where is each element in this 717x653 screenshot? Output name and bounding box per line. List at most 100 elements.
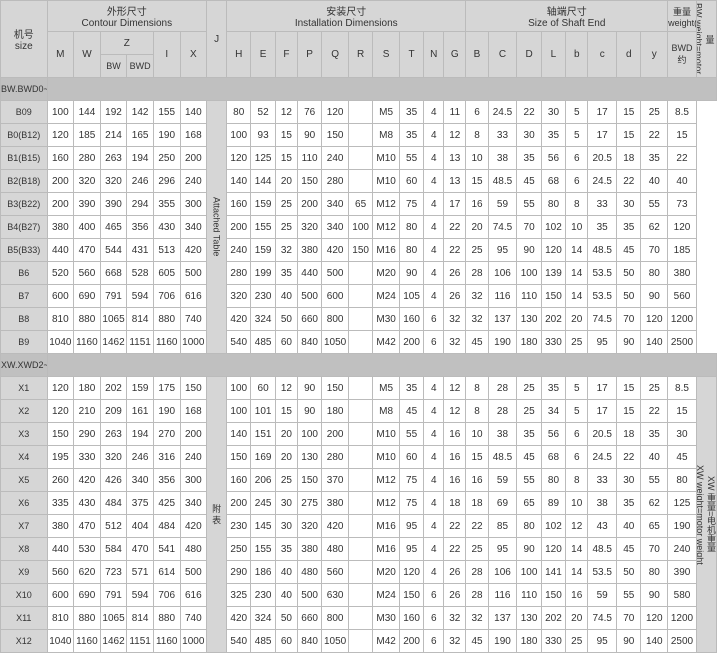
cell: 484 [100,492,127,515]
cell: 320 [74,170,101,193]
cell: 2500 [668,331,697,354]
cell: 65 [348,193,372,216]
cell: 470 [74,239,101,262]
hdr-E: E [251,32,275,78]
cell: 32 [466,607,488,630]
cell: 420 [180,239,207,262]
cell: 168 [180,400,207,423]
cell: 150 [322,124,349,147]
cell: 340 [127,469,154,492]
cell: 151 [251,423,275,446]
cell: 6 [424,331,444,354]
hdr-y: y [641,32,668,78]
cell: 55 [641,469,668,492]
cell: 280 [322,170,349,193]
cell: 320 [100,446,127,469]
cell: 200 [180,423,207,446]
cell: 25 [275,469,297,492]
cell: 6 [566,170,588,193]
row-label: X4 [1,446,48,469]
cell: 330 [74,446,101,469]
cell: 202 [541,308,565,331]
cell: 38 [488,423,517,446]
cell: 530 [74,538,101,561]
cell: 840 [297,331,321,354]
cell: 620 [74,561,101,584]
cell: 425 [153,492,180,515]
cell: 25 [641,101,668,124]
cell: 26 [444,561,466,584]
cell: 90 [297,124,321,147]
cell: 35 [588,216,617,239]
cell: 356 [127,216,154,239]
cell: 62 [641,216,668,239]
hdr-W: W [74,32,101,78]
spec-table: 机号 size 外形尺寸 Contour Dimensions J 安装尺寸 I… [0,0,717,653]
row-label: X8 [1,538,48,561]
cell: 2500 [668,630,697,653]
cell [348,147,372,170]
cell: 380 [47,216,74,239]
cell: 1065 [100,607,127,630]
cell: 14 [566,285,588,308]
cell: 340 [322,193,349,216]
cell: 30 [275,515,297,538]
cell: 10 [566,216,588,239]
cell: 35 [275,262,297,285]
cell: 52 [251,101,275,124]
cell: 89 [541,492,565,515]
cell: 14 [566,561,588,584]
cell: 300 [180,193,207,216]
cell: 4 [424,101,444,124]
cell: 810 [47,308,74,331]
cell: 53.5 [588,561,617,584]
cell: 35 [399,101,423,124]
row-label: B5(B33) [1,239,48,262]
cell: 263 [100,423,127,446]
cell: 150 [348,239,372,262]
cell: 324 [251,607,275,630]
cell: 28 [466,561,488,584]
cell: 100 [47,101,74,124]
cell: 15 [275,124,297,147]
side-label-1: BW 重量=电机重量 BW weight=motor weight [696,1,716,78]
cell: M10 [373,446,400,469]
cell: 17 [588,124,617,147]
cell: 18 [444,492,466,515]
cell: 1160 [153,630,180,653]
hdr-G: G [444,32,466,78]
cell: 616 [180,285,207,308]
cell: 320 [100,170,127,193]
cell: 16 [466,193,488,216]
cell: 1050 [322,630,349,653]
cell: M10 [373,170,400,193]
row-label: B09 [1,101,48,124]
cell: M42 [373,630,400,653]
cell: 4 [424,423,444,446]
cell: 199 [251,262,275,285]
cell: M24 [373,285,400,308]
cell: 814 [127,308,154,331]
cell: M5 [373,101,400,124]
cell: 4 [424,193,444,216]
cell: 140 [641,630,668,653]
hdr-R: R [348,32,372,78]
cell: 600 [47,584,74,607]
cell: 723 [100,561,127,584]
cell: 16 [444,469,466,492]
cell: 616 [180,584,207,607]
cell: 35 [617,492,641,515]
row-label: B7 [1,285,48,308]
cell: 200 [227,492,251,515]
cell: 22 [444,216,466,239]
cell: 706 [153,584,180,607]
cell: 65 [641,515,668,538]
cell: 8.5 [668,377,697,400]
cell: 240 [180,446,207,469]
cell: 584 [100,538,127,561]
cell [348,446,372,469]
cell: 230 [251,285,275,308]
cell: 20 [466,216,488,239]
cell: 320 [227,285,251,308]
cell: M12 [373,193,400,216]
